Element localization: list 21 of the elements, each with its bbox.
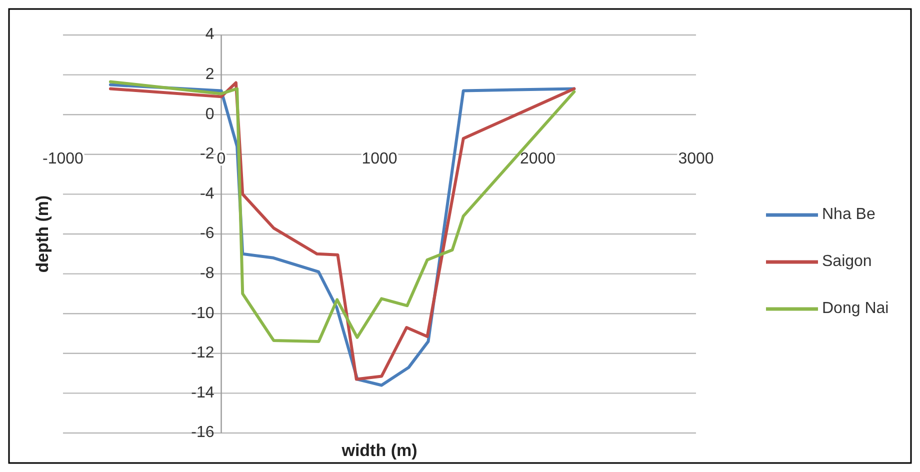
legend-label: Saigon [822, 253, 872, 270]
x-tick-label: -1000 [42, 150, 84, 168]
legend-label: Dong Nai [822, 300, 889, 318]
legend-label: Nha Be [822, 206, 876, 224]
y-tick-label: -6 [200, 225, 214, 242]
y-tick-label: -10 [191, 304, 214, 322]
y-axis-title: depth (m) [33, 195, 52, 273]
x-tick-label: 1000 [362, 150, 398, 168]
x-tick-label: 0 [216, 150, 226, 168]
y-tick-label: -8 [200, 265, 214, 282]
y-tick-label: -4 [200, 185, 214, 202]
y-tick-label: -14 [191, 384, 214, 402]
x-tick-label: 2000 [520, 150, 556, 168]
x-tick-label: 3000 [678, 150, 714, 168]
y-tick-label: 0 [205, 106, 214, 123]
y-tick-label: -16 [191, 424, 214, 442]
y-tick-label: 4 [205, 26, 214, 44]
x-axis-title: width (m) [340, 441, 418, 460]
y-tick-label: -12 [191, 344, 214, 362]
y-tick-label: 2 [205, 66, 214, 84]
y-tick-label: -2 [200, 146, 214, 163]
